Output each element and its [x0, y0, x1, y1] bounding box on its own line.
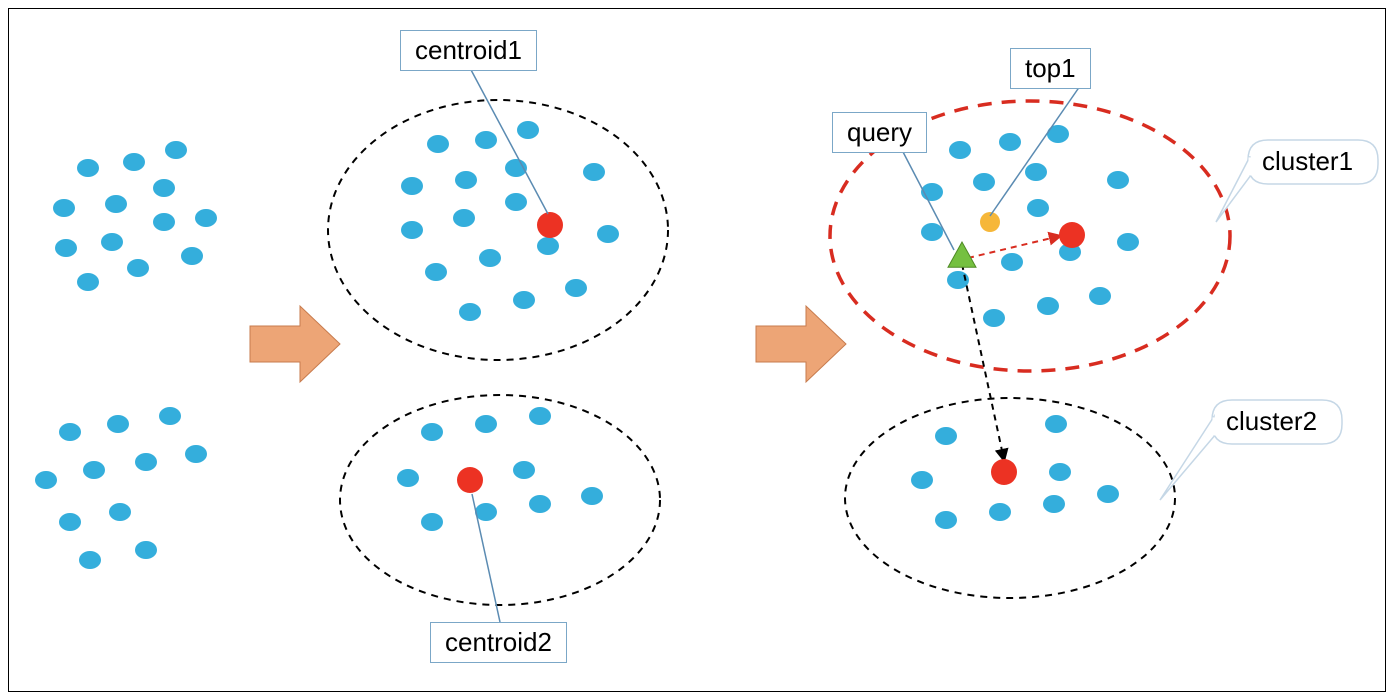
label-cluster1: cluster1 — [1262, 146, 1353, 177]
outer-frame — [8, 8, 1386, 692]
label-centroid2: centroid2 — [430, 622, 567, 663]
label-top1: top1 — [1010, 48, 1091, 89]
diagram-canvas: centroid1 centroid2 query top1 cluster1 … — [0, 0, 1394, 700]
label-centroid1: centroid1 — [400, 30, 537, 71]
label-cluster2: cluster2 — [1226, 406, 1317, 437]
label-query: query — [832, 112, 927, 153]
